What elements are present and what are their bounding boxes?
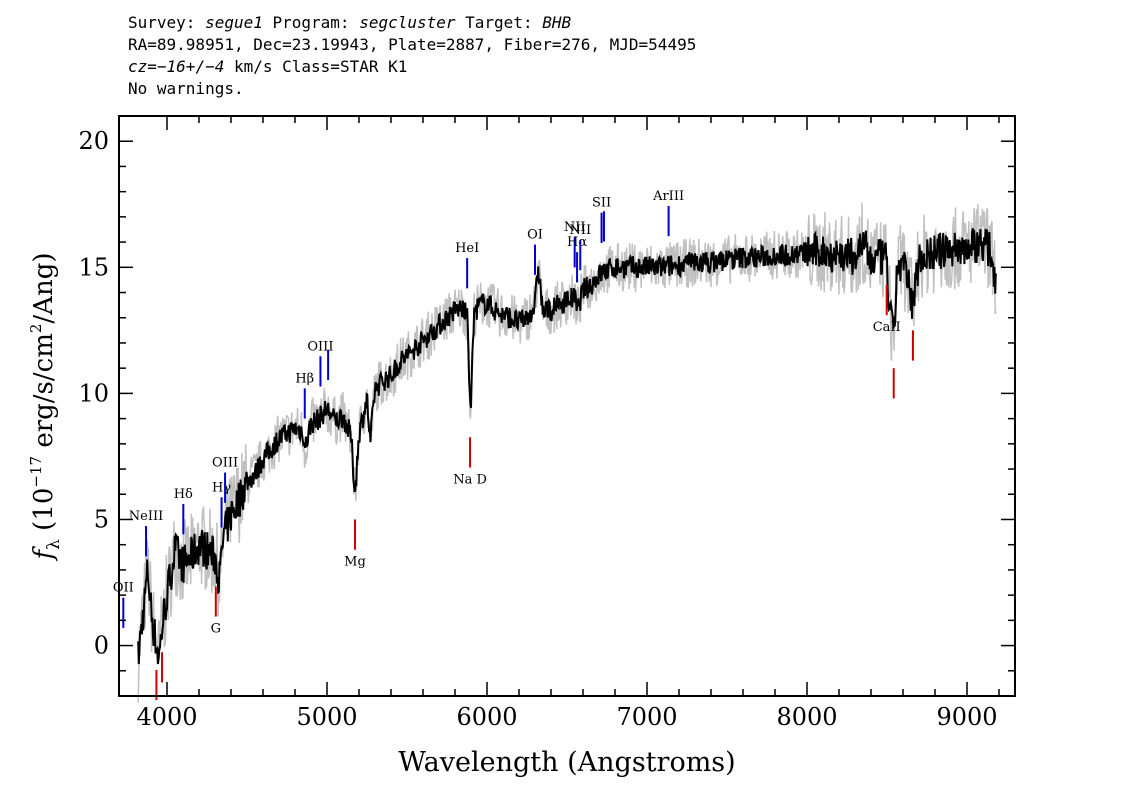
line-marker-label: NeIII — [129, 509, 163, 524]
axis-ticks: 4000 5000 6000 7000 8000 9000 0 5 10 15 20 — [78, 115, 1015, 731]
line-marker-label: Mg — [344, 555, 366, 570]
line-marker-label: Hγ — [212, 480, 231, 495]
y-axis-label: fλ (10−17 erg/s/cm2/Ang) — [27, 253, 64, 562]
y-label-unit-c: /Ang) — [29, 253, 59, 324]
y-tick-label: 20 — [78, 127, 109, 155]
line-marker-label: NII — [564, 220, 586, 235]
target-label: Target: — [455, 13, 543, 32]
line-markers: OII NeIII Hδ G Hγ OIII Hβ OIII Mg Na D HeI OI NIIHαN… — [113, 189, 914, 701]
spectrum-header: Survey: segue1 Program: segcluster Targe… — [128, 12, 696, 100]
y-tick-label: 15 — [78, 253, 109, 281]
x-axis-label: Wavelength (Angstroms) — [398, 747, 735, 778]
line-marker-label: Hδ — [174, 487, 193, 502]
header-line-coordinates: RA=89.98951, Dec=23.19943, Plate=2887, F… — [128, 35, 697, 54]
y-label-exp-b: 2 — [27, 324, 45, 334]
y-tick-label: 0 — [94, 632, 109, 660]
y-label-lambda: λ — [44, 539, 64, 550]
survey-value: segue1 — [205, 13, 263, 32]
line-marker-label: CaII — [873, 320, 901, 335]
header-line-warnings: No warnings. — [128, 79, 244, 98]
survey-label: Survey: — [128, 13, 206, 32]
line-marker-label: NII — [569, 223, 591, 238]
x-tick-label: 8000 — [776, 703, 837, 731]
target-value: BHB — [542, 13, 572, 32]
line-marker-label: Hβ — [295, 371, 314, 386]
line-marker-label: OIII — [307, 339, 333, 354]
line-marker-label: ArIII — [652, 189, 684, 204]
y-label-unit-b: erg/s/cm — [29, 333, 59, 456]
line-marker-label: OII — [113, 581, 134, 596]
flux-line — [137, 228, 997, 665]
line-marker-label: OIII — [212, 456, 238, 471]
line-marker-label: OI — [527, 228, 543, 243]
x-tick-label: 5000 — [296, 703, 357, 731]
x-tick-label: 6000 — [456, 703, 517, 731]
cz-value: −16+/−4 — [156, 57, 225, 76]
cz-suffix: km/s Class=STAR K1 — [224, 57, 408, 76]
line-marker-label: Na D — [453, 473, 487, 488]
x-tick-label: 9000 — [936, 703, 997, 731]
y-label-unit-a: (10 — [29, 488, 59, 540]
x-tick-label: 7000 — [616, 703, 677, 731]
program-label: Program: — [262, 13, 360, 32]
y-tick-label: 5 — [94, 505, 109, 533]
line-marker-label: SII — [592, 196, 611, 211]
line-marker-label: Hα — [567, 235, 587, 250]
line-marker-label: HeI — [455, 241, 479, 256]
y-label-exp-a: −17 — [27, 456, 45, 488]
plot-frame — [118, 115, 1016, 697]
cz-prefix: cz= — [128, 57, 157, 76]
program-value: segcluster — [359, 13, 456, 32]
line-marker-label: G — [211, 622, 221, 637]
flux-series — [137, 228, 997, 665]
header-line-redshift: cz=−16+/−4 km/s Class=STAR K1 — [128, 56, 696, 78]
x-tick-label: 4000 — [136, 703, 197, 731]
y-tick-label: 10 — [78, 379, 109, 407]
header-line-survey: Survey: segue1 Program: segcluster Targe… — [128, 12, 696, 34]
